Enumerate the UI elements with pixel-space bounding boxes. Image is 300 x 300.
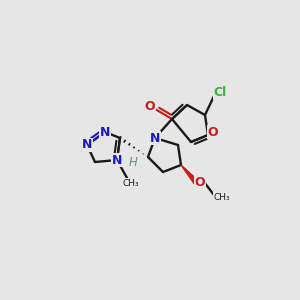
- Text: N: N: [100, 125, 110, 139]
- Polygon shape: [181, 165, 198, 184]
- Text: O: O: [195, 176, 205, 188]
- Text: N: N: [112, 154, 122, 166]
- Text: H: H: [129, 155, 137, 169]
- Text: CH₃: CH₃: [214, 193, 230, 202]
- Text: Cl: Cl: [213, 86, 226, 100]
- Text: O: O: [208, 125, 218, 139]
- Text: O: O: [145, 100, 155, 113]
- Text: N: N: [150, 131, 160, 145]
- Text: CH₃: CH₃: [123, 178, 139, 188]
- Text: N: N: [82, 139, 92, 152]
